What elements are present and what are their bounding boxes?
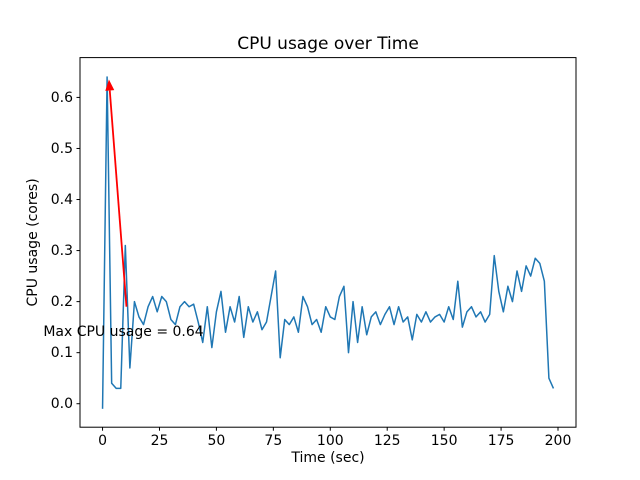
x-tick-label: 150 [431,433,458,449]
y-tick-label: 0.1 [51,345,73,361]
chart-title: CPU usage over Time [237,34,419,54]
y-tick-label: 0.0 [51,396,73,412]
y-tick-label: 0.6 [51,90,73,106]
plot-area [80,57,576,428]
x-tick-label: 100 [317,433,344,449]
x-axis-label: Time (sec) [290,450,364,466]
y-tick-label: 0.3 [51,243,73,259]
x-tick-label: 25 [151,433,169,449]
x-tick-label: 125 [374,433,401,449]
x-tick-label: 0 [98,433,107,449]
x-tick-label: 200 [545,433,572,449]
annotation-arrow-line [108,90,128,307]
max-cpu-annotation: Max CPU usage = 0.64 [43,79,204,340]
axis-ticks: 0 25 50 75 100 125 150 175 200 0.0 0.1 0.2 0.3 0.4 0.5… [51,90,572,449]
x-tick-label: 50 [207,433,225,449]
y-tick-label: 0.5 [51,141,73,157]
cpu-usage-series-line [101,76,555,409]
x-tick-label: 175 [488,433,515,449]
y-tick-label: 0.4 [51,192,73,208]
axes-spines [79,57,577,428]
y-tick-label: 0.2 [51,294,73,310]
x-tick-label: 75 [264,433,282,449]
annotation-text: Max CPU usage = 0.64 [43,324,203,340]
annotation-arrowhead-icon [105,79,115,91]
y-axis-label: CPU usage (cores) [25,178,41,306]
